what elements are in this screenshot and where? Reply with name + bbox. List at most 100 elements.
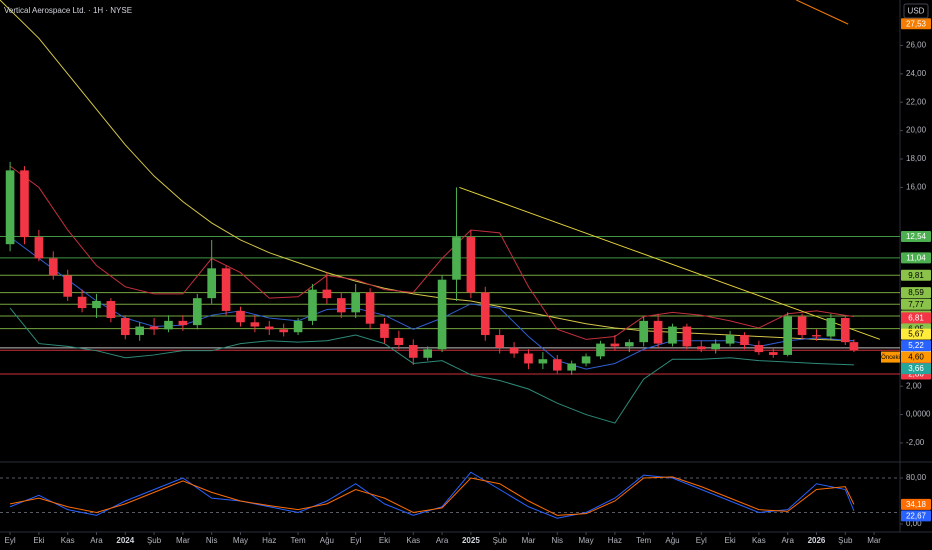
y-tick-label: 26,00 [906,41,927,50]
price-tag [901,328,931,340]
price-tag-label: 11,04 [906,253,926,262]
price-tag [901,510,931,522]
candle-body [92,300,101,309]
price-tag [901,287,931,299]
currency-button[interactable] [903,3,929,19]
indicator-line [9,165,854,340]
candle-body [797,316,807,336]
candle-body [725,335,735,344]
y-tick-label: -2,00 [906,438,925,447]
candle-body [437,279,447,350]
candle-body [77,296,87,309]
x-tick-label: May [579,536,594,545]
candle-body [452,237,461,280]
candle-body [423,349,432,358]
candle-body [164,320,173,330]
candle-body [149,326,159,330]
x-tick-label: Eki [725,536,736,545]
price-tag [901,18,931,30]
chart-title: Vertical Aerospace Ltd. · 1H · NYSE [4,6,132,15]
price-tag-label: 5,22 [908,341,924,350]
candle-body [826,318,836,337]
candle-body [783,316,792,355]
x-tick-label: Kas [406,536,420,545]
indicator-line [459,186,881,340]
y-tick-label: 20,00 [906,126,927,135]
candle-body [365,292,375,324]
candle-body [754,345,764,353]
candle-body [308,289,317,321]
candle-body [207,268,216,299]
x-tick-label: Eki [33,536,44,545]
candle-body [495,335,504,348]
candle-body [250,322,260,327]
candle-body [394,337,404,345]
candle-body [120,318,130,336]
candle-body [696,346,706,350]
candle-body [293,320,303,333]
candle-body [351,292,360,313]
currency[interactable]: USD [908,7,925,16]
candle-body [668,326,677,344]
oscillator-line [9,471,855,519]
candle-body [849,342,859,351]
candle-body [106,300,116,319]
candle-body [20,170,29,238]
price-tag [901,312,931,324]
price-tag-label: 7,77 [908,300,924,309]
indicator-line [9,236,854,370]
x-tick-label: Haz [608,536,622,545]
price-tag-label: 9,81 [908,271,924,280]
price-tag-label: 5,67 [908,330,924,339]
candle-body [5,170,15,245]
candle-body [610,343,620,347]
y-tick-label: 22,00 [906,97,927,106]
candle-body [682,326,692,347]
candle-body [336,298,346,313]
x-tick-label: Şub [147,536,162,545]
candle-body [480,292,490,336]
candle-body [624,342,634,347]
x-tick-label: 2025 [462,536,480,545]
x-tick-label: Eki [379,536,390,545]
y-tick-label: 24,00 [906,69,927,78]
candle-body [279,329,288,333]
candle-body [552,359,562,371]
x-tick-label: Ağu [320,536,334,545]
price-tag [901,231,931,243]
price-tag [901,351,931,363]
price-tag-label: 34,18 [906,500,927,509]
candle-body [596,343,605,357]
y-tick-label: 80,00 [906,473,927,482]
x-tick-label: Eyl [350,536,361,545]
indicator-line [9,307,854,424]
candle-body [135,326,144,336]
x-tick-label: Ağu [665,536,679,545]
candle-body [538,359,548,364]
candle-body [380,323,389,338]
candle-body [34,237,44,259]
candle-body [524,353,533,364]
candle-body [192,298,202,326]
price-tag-label: 22,67 [906,511,927,520]
oscillator-line [9,476,855,516]
candle-body [236,310,245,323]
candle-body [840,318,850,343]
price-tag [901,498,931,510]
candle-body [264,326,274,330]
x-tick-label: May [233,536,248,545]
candle-body [48,258,58,276]
x-tick-label: 2024 [116,536,134,545]
candle-body [509,347,519,354]
x-tick-label: Şub [493,536,508,545]
x-tick-label: Eyl [696,536,707,545]
price-tag-note-bg [881,351,900,363]
candle-body [812,335,821,337]
candle-body [221,268,231,311]
x-tick-label: Nis [551,536,563,545]
x-tick-label: Ara [90,536,103,545]
price-tag-label: 4,60 [908,353,924,362]
candle-body [581,356,591,364]
